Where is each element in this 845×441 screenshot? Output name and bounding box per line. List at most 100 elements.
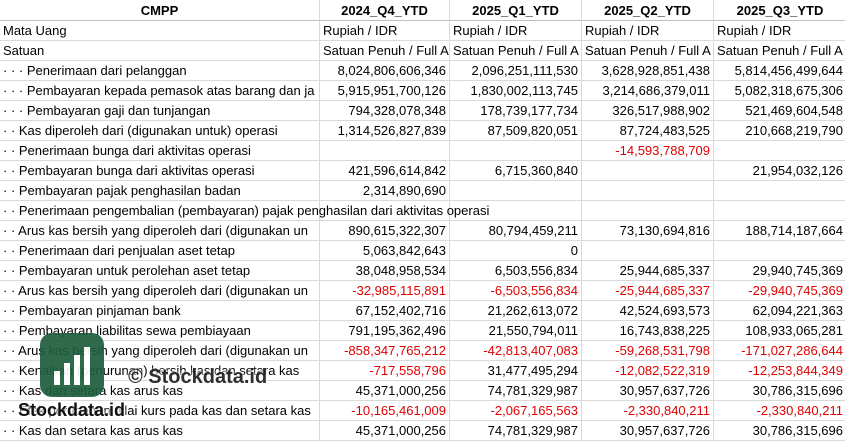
row-label: · · Pembayaran bunga dari aktivitas oper…	[0, 161, 320, 181]
cell-value: 45,371,000,256	[320, 421, 450, 441]
logo-text: Stockdata.id	[18, 400, 126, 420]
cell-value: 108,933,065,281	[714, 321, 845, 341]
cell-value: 8,024,806,606,346	[320, 61, 450, 81]
cell-value: -42,813,407,083	[450, 341, 582, 361]
cell-value: Rupiah / IDR	[450, 21, 582, 41]
cell-value: -717,558,796	[320, 361, 450, 381]
cell-value	[714, 201, 845, 221]
cell-value	[450, 201, 582, 221]
cell-value: 2,314,890,690	[320, 181, 450, 201]
cell-value: -14,593,788,709	[582, 141, 714, 161]
row-label: · · Pembayaran untuk perolehan aset teta…	[0, 261, 320, 281]
cell-value: 21,954,032,126	[714, 161, 845, 181]
cell-value: 5,915,951,700,126	[320, 81, 450, 101]
cell-value: 3,628,928,851,438	[582, 61, 714, 81]
cell-value	[714, 141, 845, 161]
cell-value: -32,985,115,891	[320, 281, 450, 301]
column-header: 2025_Q2_YTD	[582, 0, 714, 21]
cell-value: Satuan Penuh / Full A	[450, 41, 582, 61]
cell-value: -6,503,556,834	[450, 281, 582, 301]
cell-value: Rupiah / IDR	[714, 21, 845, 41]
cell-value: -171,027,286,644	[714, 341, 845, 361]
cell-value: 5,082,318,675,306	[714, 81, 845, 101]
cell-value: 74,781,329,987	[450, 381, 582, 401]
cell-value: 67,152,402,716	[320, 301, 450, 321]
cell-value: -2,067,165,563	[450, 401, 582, 421]
cell-value: 178,739,177,734	[450, 101, 582, 121]
cell-value: 521,469,604,548	[714, 101, 845, 121]
cell-value: Satuan Penuh / Full A	[320, 41, 450, 61]
cell-value: 6,503,556,834	[450, 261, 582, 281]
cell-value: 3,214,686,379,011	[582, 81, 714, 101]
cell-value: 5,063,842,643	[320, 241, 450, 261]
cell-value: 794,328,078,348	[320, 101, 450, 121]
cell-value: Satuan Penuh / Full A	[582, 41, 714, 61]
cell-value: 210,668,219,790	[714, 121, 845, 141]
row-label: · · Penerimaan bunga dari aktivitas oper…	[0, 141, 320, 161]
cell-value	[450, 141, 582, 161]
row-label: · · Kas dan setara kas arus kas	[0, 421, 320, 441]
cell-value: 30,957,637,726	[582, 381, 714, 401]
cell-value: 80,794,459,211	[450, 221, 582, 241]
cell-value: 42,524,693,573	[582, 301, 714, 321]
cell-value: 74,781,329,987	[450, 421, 582, 441]
row-label: · · · Pembayaran gaji dan tunjangan	[0, 101, 320, 121]
row-label: · · Penerimaan dari penjualan aset tetap	[0, 241, 320, 261]
row-label: · · · Penerimaan dari pelanggan	[0, 61, 320, 81]
cell-value: 16,743,838,225	[582, 321, 714, 341]
cell-value: 87,724,483,525	[582, 121, 714, 141]
cell-value: 30,786,315,696	[714, 421, 845, 441]
row-label: · · Arus kas bersih yang diperoleh dari …	[0, 221, 320, 241]
cell-value: -29,940,745,369	[714, 281, 845, 301]
cell-value: 1,314,526,827,839	[320, 121, 450, 141]
column-header: 2025_Q3_YTD	[714, 0, 845, 21]
cell-value: 38,048,958,534	[320, 261, 450, 281]
cell-value: 87,509,820,051	[450, 121, 582, 141]
column-header: 2025_Q1_YTD	[450, 0, 582, 21]
logo-bars	[54, 347, 90, 385]
row-label: · · Efek perubahan nilai kurs pada kas d…	[0, 401, 320, 421]
cell-value: 188,714,187,664	[714, 221, 845, 241]
cell-value: 21,262,613,072	[450, 301, 582, 321]
cell-value	[450, 181, 582, 201]
cell-value: -10,165,461,009	[320, 401, 450, 421]
cell-value: 0	[450, 241, 582, 261]
cell-value: 31,477,495,294	[450, 361, 582, 381]
cell-value: -858,347,765,212	[320, 341, 450, 361]
cell-value: 73,130,694,816	[582, 221, 714, 241]
cell-value: 45,371,000,256	[320, 381, 450, 401]
cell-value	[582, 161, 714, 181]
cell-value: 2,096,251,111,530	[450, 61, 582, 81]
row-label: · · Penerimaan pengembalian (pembayaran)…	[0, 201, 489, 221]
cell-value: -25,944,685,337	[582, 281, 714, 301]
row-label: · · Kas diperoleh dari (digunakan untuk)…	[0, 121, 320, 141]
cell-value: Rupiah / IDR	[320, 21, 450, 41]
cell-value: 29,940,745,369	[714, 261, 845, 281]
cell-value: 326,517,988,902	[582, 101, 714, 121]
cell-value: 791,195,362,496	[320, 321, 450, 341]
cell-value: 25,944,685,337	[582, 261, 714, 281]
cell-value	[582, 201, 714, 221]
cell-value: Satuan Penuh / Full A	[714, 41, 845, 61]
cell-value	[582, 241, 714, 261]
cell-value: 62,094,221,363	[714, 301, 845, 321]
column-header: CMPP	[0, 0, 320, 21]
cell-value: 6,715,360,840	[450, 161, 582, 181]
cell-value: 890,615,322,307	[320, 221, 450, 241]
cell-value: 421,596,614,842	[320, 161, 450, 181]
cell-value: 5,814,456,499,644	[714, 61, 845, 81]
cell-value	[320, 201, 450, 221]
row-label: Satuan	[0, 41, 320, 61]
cell-value: -2,330,840,211	[582, 401, 714, 421]
cell-value	[714, 241, 845, 261]
cell-value: -12,253,844,349	[714, 361, 845, 381]
cell-value: Rupiah / IDR	[582, 21, 714, 41]
row-label: · · Pembayaran pinjaman bank	[0, 301, 320, 321]
column-header: 2024_Q4_YTD	[320, 0, 450, 21]
cell-value: 21,550,794,011	[450, 321, 582, 341]
logo-icon	[40, 333, 104, 397]
cell-value: -12,082,522,319	[582, 361, 714, 381]
cell-value: -59,268,531,798	[582, 341, 714, 361]
row-label: · · · Pembayaran kepada pemasok atas bar…	[0, 81, 320, 101]
